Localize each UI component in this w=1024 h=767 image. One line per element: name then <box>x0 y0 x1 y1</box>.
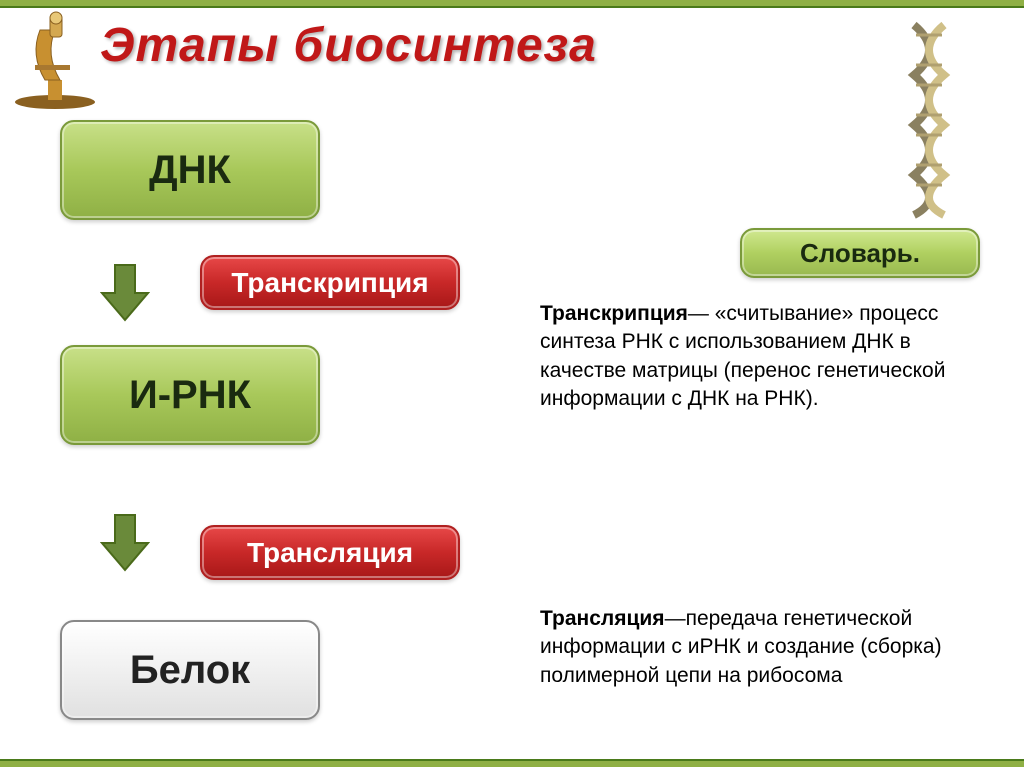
page-title: Этапы биосинтеза <box>100 18 597 73</box>
arrow-dnk-to-irnk <box>100 235 150 350</box>
dictionary-box: Словарь. <box>740 228 980 278</box>
irnk-label: И-РНК <box>129 373 251 418</box>
dna-helix-icon <box>894 20 964 220</box>
dnk-box: ДНК <box>60 120 320 220</box>
microscope-icon <box>10 10 100 110</box>
belok-box: Белок <box>60 620 320 720</box>
transcription-label: Транскрипция <box>231 267 428 299</box>
transcription-definition: Транскрипция— «считывание» процесс синте… <box>540 300 980 413</box>
transcription-def-term: Транскрипция <box>540 302 688 325</box>
title-text: Этапы биосинтеза <box>100 19 597 72</box>
dnk-label: ДНК <box>149 148 231 193</box>
irnk-box: И-РНК <box>60 345 320 445</box>
arrow-irnk-to-belok <box>100 460 150 625</box>
dictionary-label: Словарь. <box>800 238 920 269</box>
translation-def-term: Трансляция <box>540 607 665 630</box>
transcription-box: Транскрипция <box>200 255 460 310</box>
translation-definition: Трансляция—передача генетической информа… <box>540 605 980 690</box>
translation-box: Трансляция <box>200 525 460 580</box>
translation-label: Трансляция <box>247 537 413 569</box>
belok-label: Белок <box>130 648 250 693</box>
